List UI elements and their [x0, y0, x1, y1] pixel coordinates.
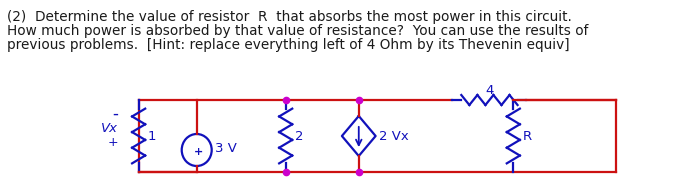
- Text: 2: 2: [295, 129, 304, 143]
- Text: Vx: Vx: [101, 122, 118, 135]
- Text: (2)  Determine the value of resistor  R  that absorbs the most power in this cir: (2) Determine the value of resistor R th…: [6, 10, 571, 24]
- Text: previous problems.  [Hint: replace everything left of 4 Ohm by its Thevenin equi: previous problems. [Hint: replace everyt…: [6, 38, 569, 52]
- Text: 2 Vx: 2 Vx: [379, 129, 409, 143]
- Text: -: -: [112, 105, 118, 123]
- Text: R: R: [523, 129, 532, 143]
- Text: 4: 4: [485, 84, 494, 97]
- Text: 1: 1: [148, 129, 157, 143]
- Text: +: +: [194, 147, 203, 157]
- Text: 3 V: 3 V: [216, 142, 237, 154]
- Text: How much power is absorbed by that value of resistance?  You can use the results: How much power is absorbed by that value…: [6, 24, 588, 38]
- Text: +: +: [107, 136, 118, 149]
